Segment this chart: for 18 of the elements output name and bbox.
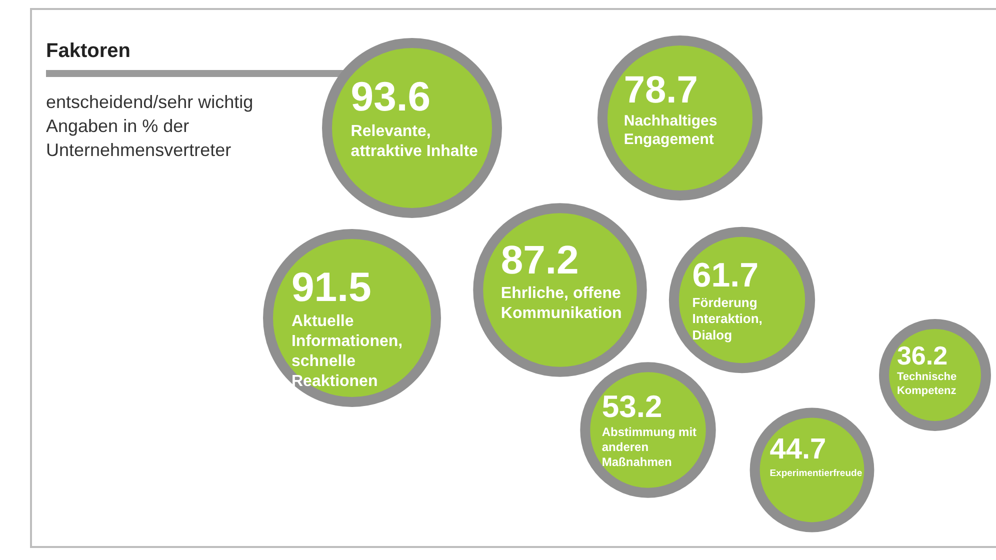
text: entscheidend/sehr wichtig Angaben in % der Unternehmensvertreter <box>46 91 254 162</box>
data-label: 93.6 <box>350 74 431 120</box>
category-label: Relevante, attraktive Inhalte <box>350 122 478 160</box>
category-label: Ehrliche, offene Kommunikation <box>500 284 622 322</box>
category-label: Förderung Interaktion, Dialog <box>692 294 762 342</box>
data-label: 53.2 <box>602 389 662 424</box>
category-label: Experimentierfreude <box>770 468 862 479</box>
data-label: 36.2 <box>896 340 948 370</box>
data-label: 87.2 <box>500 238 579 283</box>
category-label: Aktuelle Informationen, schnelle Reaktionen <box>291 313 403 390</box>
category-label: Abstimmung mit anderen Maßnahmen <box>602 425 697 469</box>
data-label: 91.5 <box>291 264 372 310</box>
data-label: 61.7 <box>692 256 758 294</box>
data-label: 44.7 <box>770 433 826 466</box>
category-label: Nachhaltiges Engagement <box>624 112 718 148</box>
category-label: Technische Kompetenz <box>896 371 957 397</box>
text: Faktoren <box>46 40 130 63</box>
data-label: 78.7 <box>624 69 698 112</box>
